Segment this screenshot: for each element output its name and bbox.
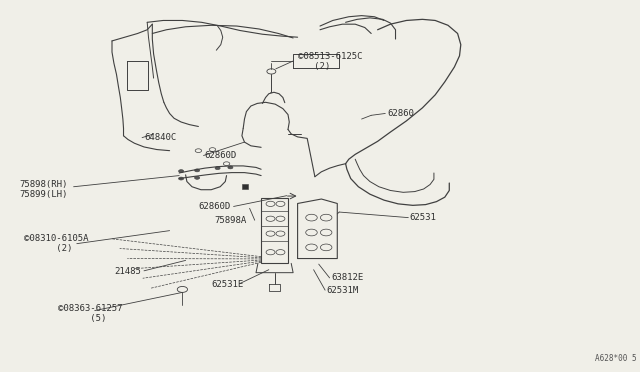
Text: 62531E: 62531E xyxy=(211,280,243,289)
Circle shape xyxy=(195,176,200,179)
Circle shape xyxy=(195,169,200,172)
Text: A628*00 5: A628*00 5 xyxy=(595,354,637,363)
Text: 75898(RH)
75899(LH): 75898(RH) 75899(LH) xyxy=(19,180,68,199)
Text: ©08310-6105A
      (2): ©08310-6105A (2) xyxy=(24,234,89,253)
Circle shape xyxy=(228,166,233,169)
Text: 62531: 62531 xyxy=(410,213,436,222)
Text: 62860: 62860 xyxy=(387,109,414,118)
Text: ©08363-61257
      (5): ©08363-61257 (5) xyxy=(58,304,122,323)
Circle shape xyxy=(179,177,184,180)
Circle shape xyxy=(179,170,184,173)
Circle shape xyxy=(215,167,220,170)
Text: 21485: 21485 xyxy=(114,267,141,276)
Text: 63812E: 63812E xyxy=(332,273,364,282)
Text: 75898A: 75898A xyxy=(214,216,246,225)
Text: 64840C: 64840C xyxy=(144,133,176,142)
Text: 62860D: 62860D xyxy=(198,202,230,211)
Bar xyxy=(261,198,288,263)
Text: 62860D: 62860D xyxy=(205,151,237,160)
Text: 62531M: 62531M xyxy=(326,286,358,295)
Text: ©08513-6125C
   (2): ©08513-6125C (2) xyxy=(298,52,362,71)
Bar xyxy=(242,184,248,189)
